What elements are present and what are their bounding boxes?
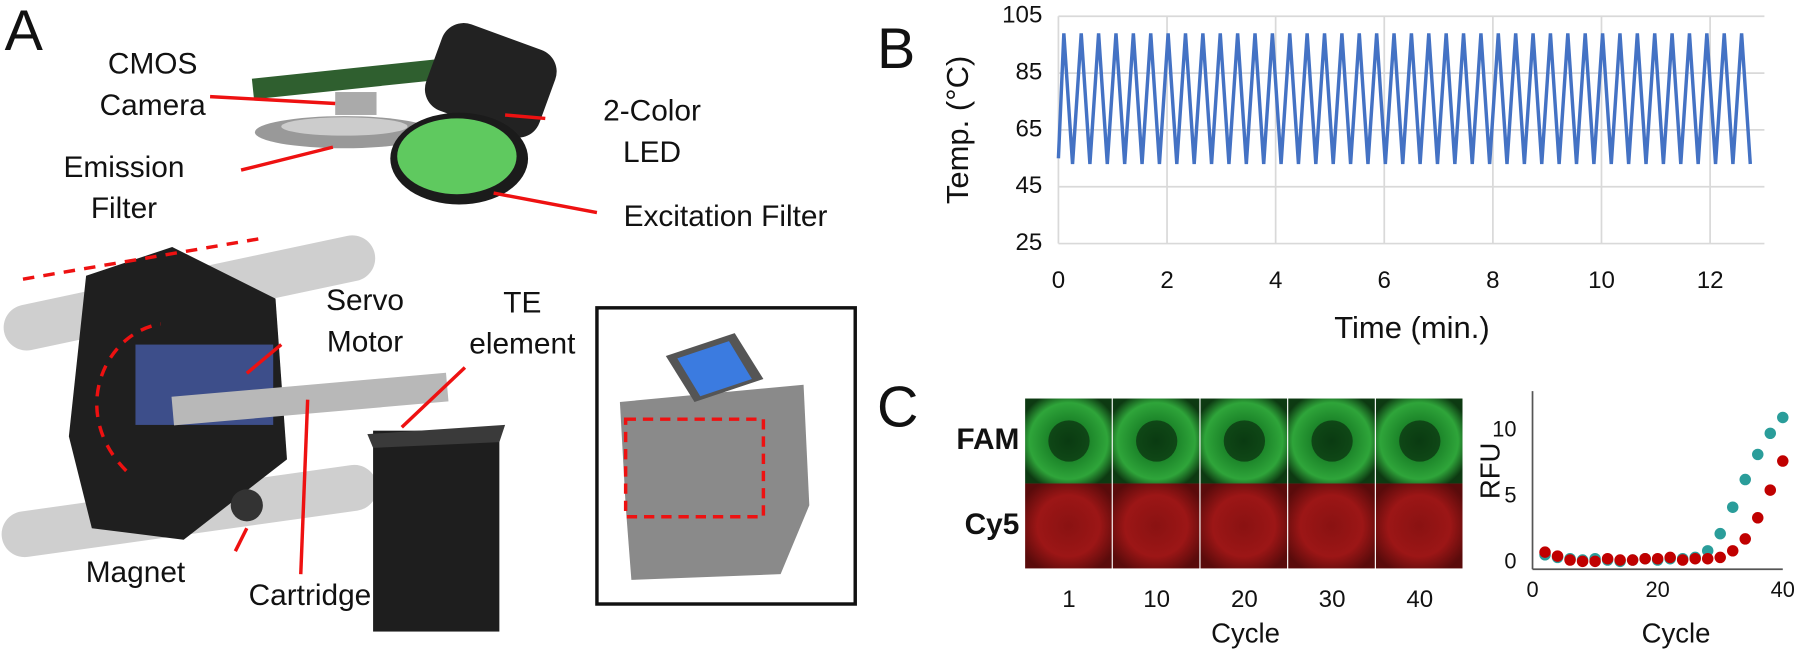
data-point (1651, 552, 1664, 565)
callout-label: Servo (326, 284, 404, 317)
y-tick-label: 25 (1016, 229, 1043, 256)
y-tick-label: 5 (1504, 482, 1516, 507)
tile-ring (1311, 420, 1353, 462)
image-tile (1288, 483, 1375, 569)
callout-label: Camera (100, 89, 206, 122)
callout-label: Filter (91, 192, 157, 225)
x-tick-label: 4 (1269, 267, 1282, 294)
device-render (1, 23, 857, 632)
data-point (1701, 552, 1714, 565)
row-label: Cy5 (965, 508, 1020, 541)
data-point (1764, 484, 1777, 496)
data-point (1739, 473, 1751, 486)
column-label: 1 (1062, 586, 1075, 613)
data-point (1551, 550, 1564, 562)
temperature-line (1056, 33, 1753, 165)
x-tick-label: 0 (1526, 577, 1538, 602)
x-axis-title: Cycle (1642, 617, 1711, 648)
data-point (1564, 554, 1576, 566)
y-tick-label: 0 (1504, 548, 1516, 573)
data-point (1639, 552, 1651, 565)
data-point (1626, 554, 1639, 566)
callout-label: TE (503, 286, 541, 319)
data-point (1676, 554, 1689, 566)
data-point (1777, 411, 1789, 424)
image-tile (1375, 483, 1463, 569)
column-label: 40 (1406, 586, 1433, 613)
axis-label: Cycle (1211, 617, 1280, 648)
data-point (1576, 555, 1589, 568)
x-tick-label: 20 (1646, 577, 1670, 602)
data-point (1539, 546, 1551, 558)
data-point (1664, 551, 1676, 564)
panel-label: C (877, 375, 918, 439)
callout-label: element (469, 328, 576, 361)
column-label: 20 (1231, 586, 1258, 613)
panel-label: A (5, 0, 44, 63)
image-tile (1200, 483, 1288, 569)
data-point (1614, 554, 1626, 566)
callout-label: Motor (327, 325, 403, 358)
data-point (1752, 448, 1764, 461)
callout-label: Excitation Filter (624, 200, 828, 233)
tile-ring (1399, 420, 1441, 462)
y-axis-title: RFU (1475, 443, 1506, 500)
x-tick-label: 10 (1588, 267, 1615, 294)
callout-label: CMOS (108, 47, 197, 80)
y-tick-label: 85 (1016, 58, 1043, 85)
data-point (1714, 527, 1726, 540)
data-point (1726, 545, 1739, 557)
data-point (1777, 455, 1789, 467)
image-tile (1112, 483, 1200, 569)
data-point (1701, 545, 1714, 557)
x-tick-label: 8 (1486, 267, 1499, 294)
data-point (1601, 552, 1614, 565)
y-axis-title: Temp. (°C) (940, 56, 975, 204)
callout-label: LED (623, 136, 681, 169)
x-tick-label: 40 (1771, 577, 1795, 602)
data-point (1764, 427, 1777, 440)
tile-ring (1048, 420, 1090, 462)
y-tick-label: 65 (1016, 115, 1043, 142)
data-point (1589, 555, 1601, 568)
x-tick-label: 12 (1697, 267, 1724, 294)
data-point (1739, 533, 1751, 545)
x-tick-label: 0 (1052, 267, 1065, 294)
tile-ring (1136, 420, 1178, 462)
column-label: 30 (1319, 586, 1346, 613)
x-tick-label: 6 (1378, 267, 1391, 294)
callout-label: 2-Color (603, 95, 701, 128)
row-label: FAM (956, 423, 1019, 456)
callout-label: Magnet (86, 556, 186, 589)
image-grid (1025, 398, 1463, 569)
column-label: 10 (1143, 586, 1170, 613)
data-point (1689, 552, 1701, 565)
data-point (1752, 512, 1764, 524)
x-axis-title: Time (min.) (1334, 310, 1489, 345)
callout-label: Emission (63, 151, 184, 184)
y-tick-label: 10 (1492, 416, 1516, 441)
data-point (1726, 501, 1739, 513)
y-tick-label: 105 (1002, 2, 1042, 29)
callout-label: Cartridge (249, 579, 372, 612)
tile-ring (1223, 420, 1266, 462)
panel-label: B (877, 17, 915, 81)
data-point (1714, 551, 1726, 564)
image-tile (1025, 483, 1112, 569)
x-tick-label: 2 (1160, 267, 1173, 294)
y-tick-label: 45 (1016, 172, 1043, 199)
